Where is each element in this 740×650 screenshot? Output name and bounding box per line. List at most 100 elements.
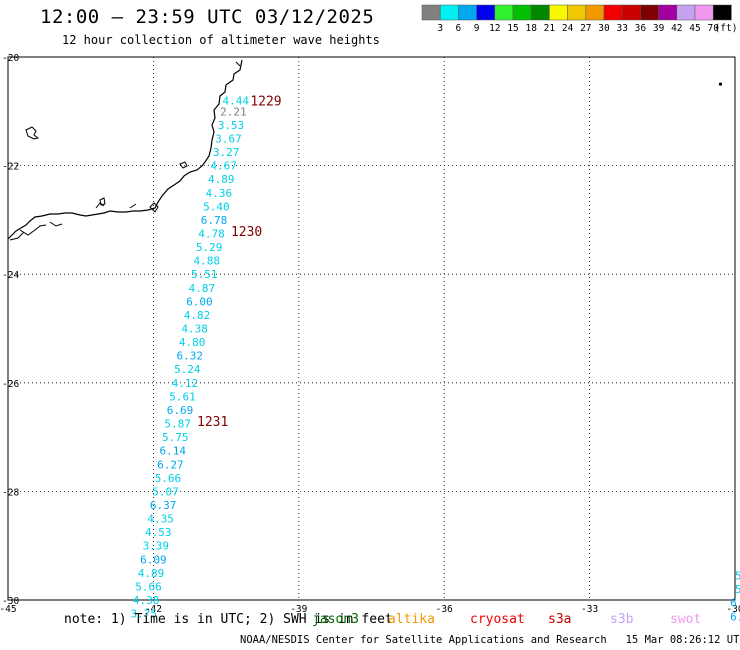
wave-height-value: 5.66 [155, 472, 182, 485]
lon-tick-label: -36 [436, 604, 453, 615]
legend-label: 24 [562, 23, 574, 34]
wave-height-value: 6.00 [186, 295, 213, 308]
wave-height-value: 3.27 [213, 146, 240, 159]
lon-tick-label: -33 [581, 604, 598, 615]
wave-height-value: 6.32 [177, 350, 204, 363]
wave-height-value: 5.29 [196, 241, 223, 254]
legend-label: 70 [707, 23, 719, 34]
wave-height-value: 5.51 [191, 268, 218, 281]
pass-time-label: 1231 [197, 415, 228, 430]
wave-height-value: 5.87 [164, 418, 191, 431]
wave-height-value: 4.38 [133, 594, 160, 607]
lon-tick-label: -42 [145, 604, 162, 615]
wave-height-value: 4.89 [208, 173, 235, 186]
wave-height-value: 5.07 [152, 485, 179, 498]
legend-label: 3 [437, 23, 443, 34]
legend-label: 9 [474, 23, 480, 34]
legend-label: 39 [653, 23, 665, 34]
wave-height-value: 6.78 [201, 214, 228, 227]
legend-label: 45 [689, 23, 700, 34]
wave-height-value: 5.61 [169, 390, 196, 403]
coastline [7, 59, 243, 240]
legend-swatch [530, 4, 550, 21]
coastline-detail [9, 61, 241, 241]
legend-swatch [458, 4, 477, 21]
edge-wave-value: 5 [735, 583, 740, 596]
credit-line: NOAA/NESDIS Center for Satellite Applica… [240, 634, 740, 646]
legend-label: 30 [598, 23, 610, 34]
wave-height-value: 4.36 [206, 187, 233, 200]
wave-height-value: 6.37 [150, 499, 177, 512]
pass-time-label: 1230 [231, 225, 262, 240]
legend-label: 18 [525, 23, 537, 34]
edge-wave-value: 5 [735, 570, 740, 583]
wave-height-value: 5.24 [174, 363, 201, 376]
lon-tick-label: -45 [0, 604, 17, 615]
lat-tick-label: -22 [2, 162, 19, 173]
wave-height-value: 3.75 [130, 608, 157, 621]
page-subtitle: 12 hour collection of altimeter wave hei… [62, 33, 380, 47]
footer-note: note: 1) Time is in UTC; 2) SWH is in fe… [64, 612, 393, 627]
map-frame [7, 56, 736, 601]
wave-height-value: 3.53 [218, 119, 245, 132]
wave-height-value: 4.87 [189, 282, 216, 295]
legend-swatch [640, 4, 659, 21]
satellite-jason3: jason3 [312, 612, 359, 627]
legend-swatch [585, 4, 605, 21]
wave-height-value: 4.67 [210, 160, 237, 173]
lat-tick-label: -28 [2, 487, 19, 498]
satellite-s3b: s3b [610, 612, 634, 627]
legend-swatch [567, 4, 587, 21]
legend-swatch [676, 4, 696, 21]
legend-label: 15 [507, 23, 518, 34]
edge-wave-value: 6.0 [730, 610, 740, 623]
wave-height-value: 6.09 [140, 553, 167, 566]
map-grid: -45 -42 -39 -36 -33 -30 -20 -22 -24 -26 -28 -30 [0, 53, 740, 615]
legend-swatch [603, 4, 623, 21]
wave-height-value: 5.66 [135, 580, 162, 593]
wave-height-value: 2.21 [220, 105, 247, 118]
island-dot [718, 82, 723, 86]
wave-height-value: 4.44 [223, 94, 250, 107]
wave-height-value: 6.69 [167, 404, 194, 417]
satellite-altika: altika [388, 612, 435, 627]
wave-height-value: 4.88 [193, 255, 220, 268]
legend-swatch [439, 4, 459, 21]
edge-wave-value: 6. [730, 597, 740, 610]
legend-label: 42 [671, 23, 682, 34]
island-outline-2 [179, 161, 188, 169]
legend-label: 21 [544, 23, 556, 34]
legend-swatch [694, 4, 714, 21]
legend-label: 6 [456, 23, 462, 34]
legend-label: 12 [489, 23, 500, 34]
wave-height-value: 4.78 [198, 227, 225, 240]
wave-height-value: 3.39 [143, 540, 170, 553]
legend-swatch [712, 4, 732, 21]
lat-tick-label: -26 [2, 379, 19, 390]
color-legend: 3 6 9 12 15 18 21 24 27 30 33 36 39 42 45 70(ft) [421, 4, 737, 34]
wave-height-value: 4.12 [172, 377, 199, 390]
legend-swatch [658, 4, 678, 21]
wave-height-value: 4.35 [147, 513, 174, 526]
page-title: 12:00 – 23:59 UTC 03/12/2025 [40, 6, 375, 28]
track-values: 4.442.213.533.673.274.674.894.365.406.78… [130, 82, 740, 623]
wave-height-value: 4.82 [184, 309, 211, 322]
legend-swatch [512, 4, 532, 21]
island-outline [25, 126, 40, 140]
legend-label: 36 [635, 23, 647, 34]
legend-swatch [549, 4, 568, 21]
wave-height-value: 4.38 [181, 323, 208, 336]
wave-height-value: 4.53 [145, 526, 172, 539]
wave-height-value: 6.27 [157, 458, 184, 471]
wave-height-value: 5.40 [203, 200, 230, 213]
satellite-swot: swot [670, 612, 702, 627]
satellite-cryosat: cryosat [470, 612, 525, 627]
lat-tick-label: -20 [2, 53, 19, 64]
wave-height-value: 5.75 [162, 431, 189, 444]
legend-label: 33 [616, 23, 627, 34]
legend-swatch [421, 4, 441, 21]
legend-swatch [494, 4, 514, 21]
wave-height-value: 4.80 [179, 336, 206, 349]
lat-tick-label: -24 [2, 270, 19, 281]
